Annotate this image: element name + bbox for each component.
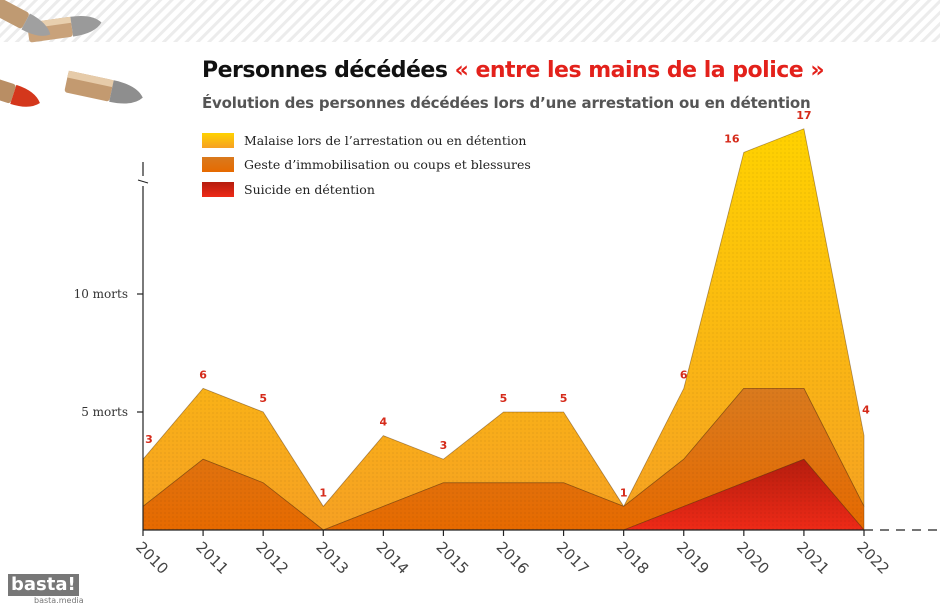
logo-mark: basta!: [8, 574, 79, 596]
x-tick-label-2014: 2014: [373, 538, 413, 578]
chart-subtitle: Évolution des personnes décédées lors d’…: [202, 94, 811, 112]
legend-item-suicide: Suicide en détention: [202, 177, 531, 202]
logo-url: basta.media: [34, 596, 84, 605]
total-label-2022: 4: [862, 404, 870, 417]
total-label-2016: 5: [500, 392, 508, 405]
header-stripe-band: [0, 0, 940, 42]
bullet-decoration: [0, 0, 143, 107]
total-label-2012: 5: [259, 392, 267, 405]
total-label-2014: 4: [380, 416, 388, 429]
legend-label-geste: Geste d’immobilisation ou coups et bless…: [244, 157, 531, 173]
total-label-2017: 5: [560, 392, 568, 405]
total-label-2020: 16: [724, 132, 740, 145]
legend-swatch-geste: [202, 157, 234, 173]
x-tick-label-2013: 2013: [312, 538, 352, 578]
x-tick-label-2021: 2021: [793, 538, 833, 578]
x-tick-label-2019: 2019: [673, 538, 713, 578]
legend-swatch-malaise: [202, 132, 234, 148]
total-label-2021: 17: [796, 109, 811, 122]
y-tick-label-5: 5 morts: [81, 405, 128, 419]
x-tick-label-2011: 2011: [192, 538, 232, 578]
x-tick-label-2015: 2015: [433, 538, 473, 578]
x-tick-label-2010: 2010: [132, 538, 172, 578]
legend: Malaise lors de l’arrestation ou en déte…: [202, 128, 531, 202]
x-tick-label-2022: 2022: [853, 538, 893, 578]
legend-label-malaise: Malaise lors de l’arrestation ou en déte…: [244, 132, 527, 148]
x-tick-label-2016: 2016: [493, 538, 533, 578]
chart-title-accent: « entre les mains de la police »: [454, 58, 825, 83]
legend-item-geste: Geste d’immobilisation ou coups et bless…: [202, 153, 531, 178]
area-texture-geste: [143, 388, 864, 530]
legend-label-suicide: Suicide en détention: [244, 181, 375, 197]
y-tick-label-10: 10 morts: [74, 287, 128, 301]
total-label-2010: 3: [145, 433, 153, 446]
total-label-2011: 6: [199, 368, 207, 381]
total-label-2015: 3: [440, 439, 448, 452]
total-label-2018: 1: [620, 486, 628, 499]
x-tick-label-2017: 2017: [553, 538, 593, 578]
y-axis-break-mark: [137, 179, 149, 184]
total-label-2019: 6: [680, 368, 688, 381]
total-label-2013: 1: [319, 486, 327, 499]
basta-logo: basta! basta.media: [8, 574, 84, 605]
x-tick-label-2018: 2018: [613, 538, 653, 578]
chart-title: Personnes décédées « entre les mains de …: [202, 58, 825, 83]
x-tick-label-2012: 2012: [252, 538, 292, 578]
x-tick-label-2020: 2020: [733, 538, 773, 578]
area-texture-suicide: [143, 459, 864, 530]
area-texture-malaise: [143, 128, 864, 531]
legend-swatch-suicide: [202, 181, 234, 197]
legend-item-malaise: Malaise lors de l’arrestation ou en déte…: [202, 128, 531, 153]
